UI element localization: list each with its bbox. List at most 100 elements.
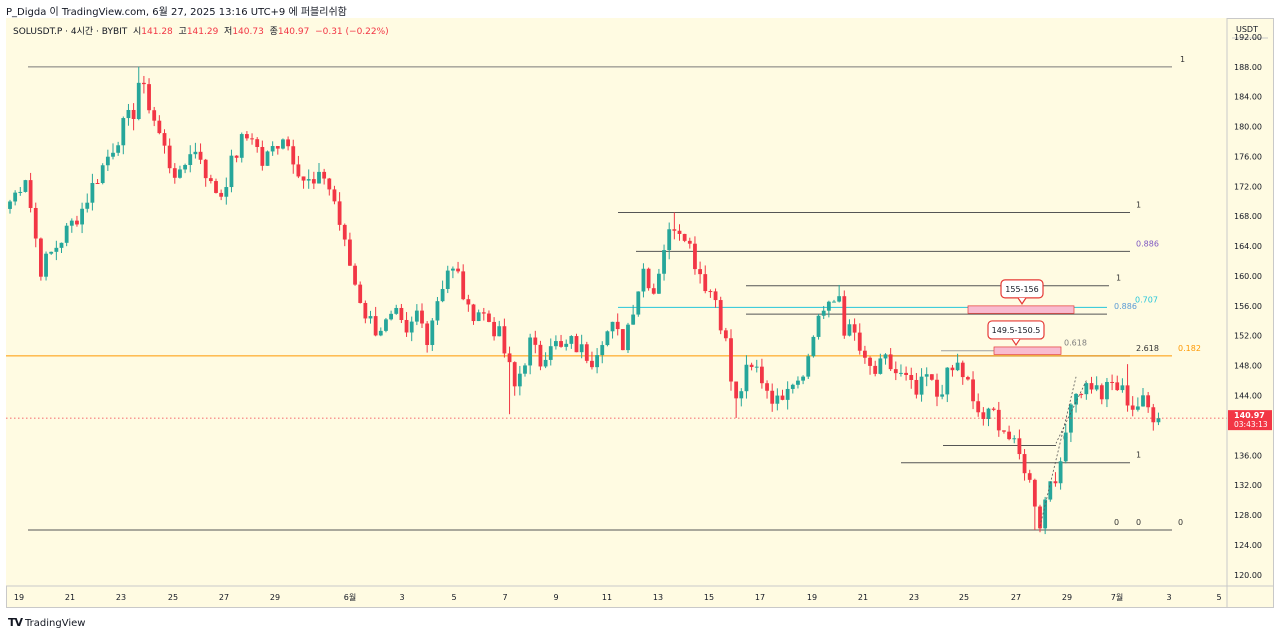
open-value: 141.28	[141, 27, 173, 37]
candle	[878, 353, 883, 375]
candle	[517, 365, 522, 396]
candle-body	[574, 336, 579, 353]
candle	[749, 362, 754, 371]
candle	[1084, 381, 1089, 400]
candle-body	[636, 291, 641, 315]
candle	[857, 323, 862, 355]
candle	[662, 244, 666, 281]
currency-label: USDT	[1236, 25, 1258, 34]
candle	[353, 263, 357, 286]
candle-body	[718, 300, 723, 331]
candle	[440, 280, 445, 303]
candle-body	[554, 341, 558, 347]
candle-body	[1130, 405, 1135, 410]
candle	[816, 314, 821, 340]
time-axis: 19 21 23 25 27 29 6월 3 5 7 9 11 13 15 17 19 21 23 25 27 29 7월…	[6, 585, 1274, 602]
price-tick-label: 148.00	[1234, 362, 1262, 371]
candle-body	[1141, 395, 1145, 407]
time-tick-label: 3	[399, 593, 404, 602]
candle	[796, 376, 800, 389]
tradingview-logo[interactable]: TV TradingView	[8, 616, 85, 629]
candle-body	[672, 229, 677, 231]
candle	[430, 318, 435, 351]
candle	[826, 300, 831, 318]
candle	[183, 163, 187, 174]
candle-body	[631, 314, 636, 325]
candle	[445, 265, 450, 294]
candle	[590, 351, 594, 370]
candle	[852, 318, 857, 341]
candle	[718, 296, 723, 335]
candle-body	[466, 299, 471, 305]
symbol-name[interactable]: SOLUSDT.P · 4시간 · BYBIT	[13, 27, 128, 37]
candle	[914, 372, 919, 399]
candle	[399, 303, 404, 324]
candle	[368, 310, 373, 324]
candle	[919, 368, 924, 402]
candle	[1002, 430, 1006, 434]
candle-body	[425, 323, 430, 345]
candle-countdown: 03:43:13	[1234, 420, 1268, 429]
candle	[559, 334, 563, 348]
candle-body	[414, 310, 419, 322]
candle	[811, 335, 816, 358]
candle	[600, 341, 605, 364]
candle	[435, 296, 440, 325]
high-label: 고	[178, 27, 187, 37]
candle-body	[966, 377, 970, 380]
candle-body	[852, 324, 857, 333]
time-tick-label: 21	[858, 593, 868, 602]
candle-body	[64, 225, 69, 243]
candle	[90, 173, 95, 211]
callout-text: 155-156	[1005, 285, 1038, 294]
candle	[929, 374, 934, 381]
candle-body	[1094, 385, 1099, 390]
candle-body	[317, 171, 321, 184]
candle-body	[1089, 383, 1094, 390]
candle	[105, 149, 110, 171]
candle	[693, 236, 697, 275]
symbol-info: SOLUSDT.P · 4시간 · BYBIT 시141.28 고141.29 …	[13, 24, 389, 37]
fib-level-label: 0	[1114, 518, 1119, 527]
time-tick-label: 29	[1062, 593, 1072, 602]
candle-body	[1017, 438, 1022, 455]
candle	[49, 251, 54, 255]
candle	[327, 177, 332, 196]
candle	[945, 367, 950, 403]
candle	[121, 116, 126, 155]
candle-body	[219, 192, 224, 197]
candle	[1089, 376, 1094, 394]
fib-level-label: 0	[1178, 518, 1183, 527]
price-tick-label: 136.00	[1234, 451, 1262, 460]
candle-body	[523, 365, 527, 374]
candle	[1074, 393, 1078, 413]
candle	[167, 138, 172, 174]
candle	[265, 150, 270, 166]
candle-body	[687, 240, 692, 244]
candle	[1012, 435, 1017, 444]
candle-body	[584, 344, 589, 361]
candle	[893, 361, 898, 381]
candle-body	[234, 155, 239, 158]
candle	[739, 388, 744, 407]
candle	[39, 237, 43, 281]
candle-body	[492, 321, 496, 337]
candle	[142, 75, 146, 94]
candle	[523, 363, 527, 377]
candle-body	[533, 337, 538, 345]
candle-body	[456, 268, 460, 272]
candle-body	[420, 310, 424, 324]
candle	[698, 261, 702, 284]
candle-body	[44, 253, 48, 277]
candle	[538, 340, 543, 371]
candle-body	[847, 324, 852, 336]
price-tick-label: 152.00	[1234, 332, 1262, 341]
candle	[476, 309, 481, 322]
candle	[492, 317, 496, 341]
time-tick-label: 5	[451, 593, 456, 602]
candle	[1141, 387, 1145, 407]
candle-body	[337, 201, 342, 225]
candle	[162, 129, 167, 154]
candle	[1079, 393, 1084, 399]
